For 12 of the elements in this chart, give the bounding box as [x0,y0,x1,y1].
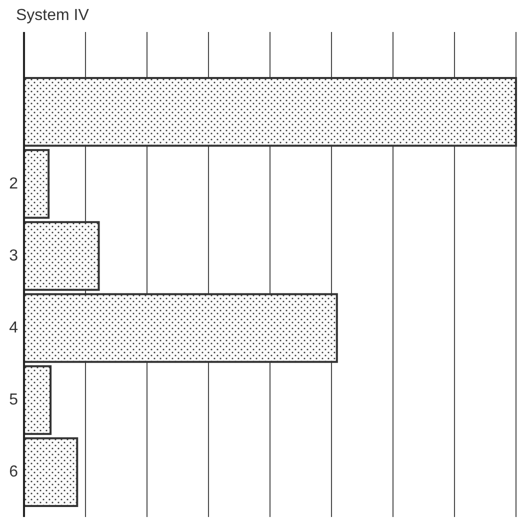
bar [23,77,517,147]
y-tick-label: 4 [9,320,18,337]
bar [23,221,100,291]
bar [23,365,52,435]
bar [23,293,338,363]
y-tick-label: 2 [9,175,18,192]
y-tick-label: 6 [9,464,18,481]
bar [23,149,50,219]
y-tick-label: 5 [9,392,18,409]
y-tick-label: 3 [9,247,18,264]
bar [23,437,78,507]
chart-title: System IV [16,7,90,24]
